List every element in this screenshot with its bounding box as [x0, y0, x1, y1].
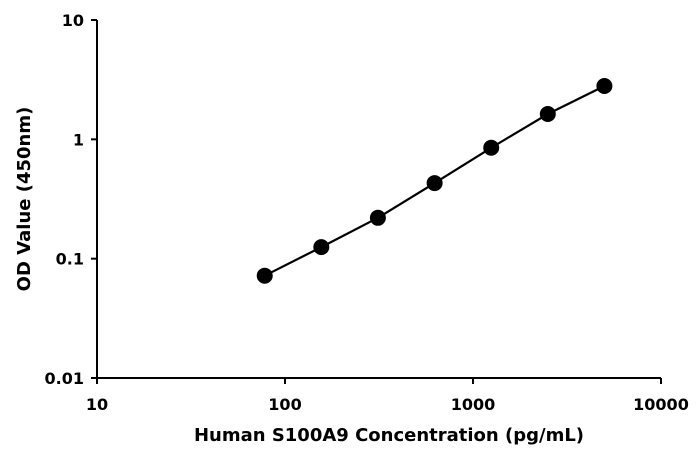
x-ticks: 10 100 1000 10000: [86, 378, 689, 414]
y-tick-label: 1: [73, 130, 84, 149]
axes: [96, 20, 661, 379]
data-point: [596, 77, 613, 94]
y-axis-title: OD Value (450nm): [14, 107, 35, 292]
y-tick-label: 0.01: [45, 369, 84, 388]
series: [256, 77, 613, 284]
x-tick-label: 100: [268, 395, 301, 414]
data-point: [483, 139, 500, 156]
data-point: [313, 239, 330, 256]
data-point: [426, 175, 443, 192]
x-tick-label: 10: [86, 395, 108, 414]
data-point: [256, 267, 273, 284]
y-tick-label: 10: [62, 11, 84, 30]
data-point: [369, 209, 386, 226]
x-tick-label: 1000: [451, 395, 496, 414]
x-axis-title: Human S100A9 Concentration (pg/mL): [194, 425, 584, 446]
x-tick-label: 10000: [633, 395, 689, 414]
y-tick-label: 0.1: [56, 250, 84, 269]
data-point: [539, 106, 556, 123]
y-ticks: 0.01 0.1 1 10: [45, 11, 97, 388]
